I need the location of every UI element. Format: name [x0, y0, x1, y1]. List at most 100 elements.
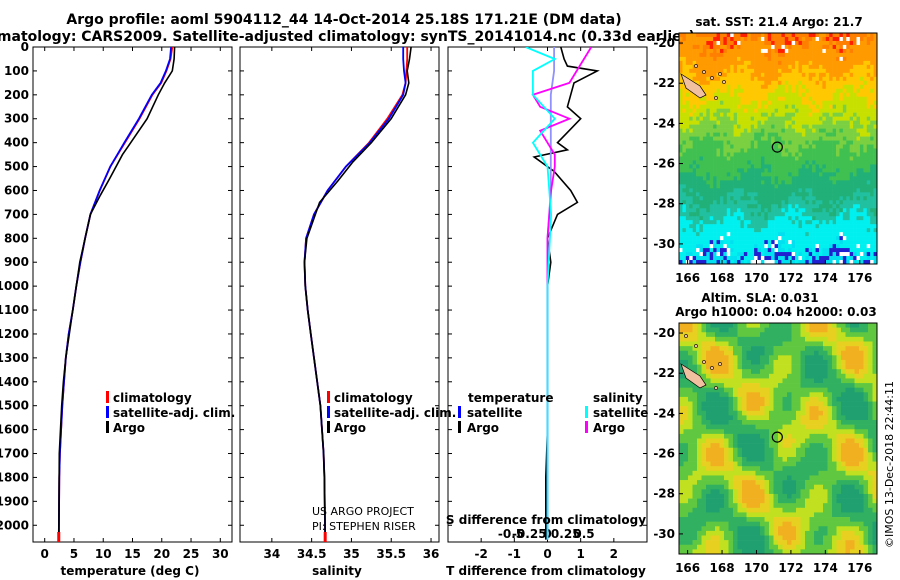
sst-cell: [870, 68, 874, 74]
sst-cell: [788, 248, 792, 253]
sst-cell: [730, 128, 734, 133]
sst-cell: [689, 204, 693, 209]
sst-cell: [696, 132, 700, 137]
sst-cell: [856, 96, 861, 101]
sst-cell: [737, 140, 741, 145]
sla-cell: [845, 383, 851, 388]
sla-cell: [845, 452, 851, 458]
sst-cell: [805, 172, 810, 177]
sla-cell: [809, 433, 815, 439]
sst-cell: [784, 96, 789, 101]
sst-cell: [730, 104, 734, 109]
sst-cell: [812, 252, 816, 257]
sla-cell: [782, 433, 788, 439]
sst-cell: [726, 232, 731, 237]
sla-cell: [832, 387, 837, 393]
sla-cell: [724, 392, 729, 398]
sst-cell: [866, 108, 871, 113]
sla-cell: [737, 452, 743, 458]
sla-cell: [850, 401, 855, 407]
sst-cell: [740, 120, 745, 125]
sst-cell: [788, 188, 792, 193]
sla-cell: [845, 429, 851, 435]
sla-cell: [850, 420, 855, 425]
sla-cell: [724, 415, 729, 421]
sst-cell: [740, 148, 745, 153]
sst-cell: [818, 232, 823, 237]
sla-cell: [764, 424, 770, 430]
sst-cell: [716, 132, 721, 137]
sst-cell: [764, 36, 769, 42]
sst-cell: [726, 216, 731, 221]
sla-cell: [760, 327, 765, 333]
credit-pi: PI: STEPHEN RISER: [312, 520, 416, 533]
sla-cell: [863, 452, 869, 458]
sst-cell: [781, 200, 786, 205]
sla-cell: [701, 401, 707, 407]
sla-cell: [697, 406, 702, 412]
sst-cell: [692, 240, 697, 245]
sst-cell: [873, 236, 877, 241]
sst-cell: [754, 132, 758, 137]
sst-cell: [702, 136, 707, 141]
sla-cell: [827, 323, 833, 328]
sla-cell: [787, 323, 792, 328]
sla-cell: [692, 327, 698, 333]
sst-cell: [716, 48, 721, 54]
sla-cell: [715, 392, 720, 398]
sst-cell: [713, 33, 717, 38]
sla-cell: [836, 424, 842, 430]
sst-cell: [743, 44, 748, 50]
island-dot: [714, 96, 718, 100]
sst-cell: [750, 76, 755, 82]
sla-cell: [746, 327, 752, 333]
sst-cell: [709, 52, 714, 58]
sst-cell: [784, 160, 789, 165]
sla-cell: [836, 336, 842, 342]
sst-cell: [737, 40, 741, 46]
sla-cell: [701, 323, 707, 328]
sst-cell: [815, 72, 820, 78]
sst-cell: [829, 36, 833, 42]
sla-cell: [814, 424, 819, 430]
sst-cell: [706, 184, 711, 189]
sst-cell: [784, 224, 789, 229]
sst-cell: [778, 188, 782, 193]
sst-cell: [723, 33, 728, 38]
sst-cell: [798, 108, 803, 113]
sst-cell: [815, 60, 820, 66]
sst-cell: [829, 156, 833, 161]
sst-cell: [863, 44, 868, 50]
sst-cell: [870, 164, 874, 169]
sst-cell: [836, 52, 840, 58]
sst-cell: [866, 40, 871, 46]
sla-cell: [760, 447, 765, 453]
sst-cell: [771, 56, 775, 62]
sla-cell: [800, 424, 806, 430]
sla-cell: [737, 350, 743, 356]
sst-cell: [863, 56, 868, 62]
sst-cell: [863, 92, 868, 98]
sst-cell: [702, 112, 707, 117]
sst-cell: [706, 144, 711, 149]
sst-cell: [870, 172, 874, 177]
sst-cell: [832, 216, 837, 221]
sst-cell: [726, 244, 731, 249]
sst-cell: [784, 40, 789, 46]
sst-cell: [842, 56, 847, 62]
sst-cell: [689, 64, 693, 70]
sst-cell: [764, 96, 769, 101]
sst-cell: [682, 108, 687, 113]
sst-cell: [856, 64, 861, 70]
sst-cell: [846, 96, 850, 101]
sst-cell: [859, 240, 864, 245]
sst-cell: [836, 76, 840, 82]
sla-cell: [818, 406, 824, 412]
sst-cell: [726, 212, 731, 217]
sst-cell: [795, 176, 799, 181]
sst-cell: [791, 188, 796, 193]
sla-cell: [737, 456, 743, 462]
sst-cell: [726, 176, 731, 181]
sst-cell: [709, 256, 714, 261]
sst-cell: [873, 72, 877, 78]
